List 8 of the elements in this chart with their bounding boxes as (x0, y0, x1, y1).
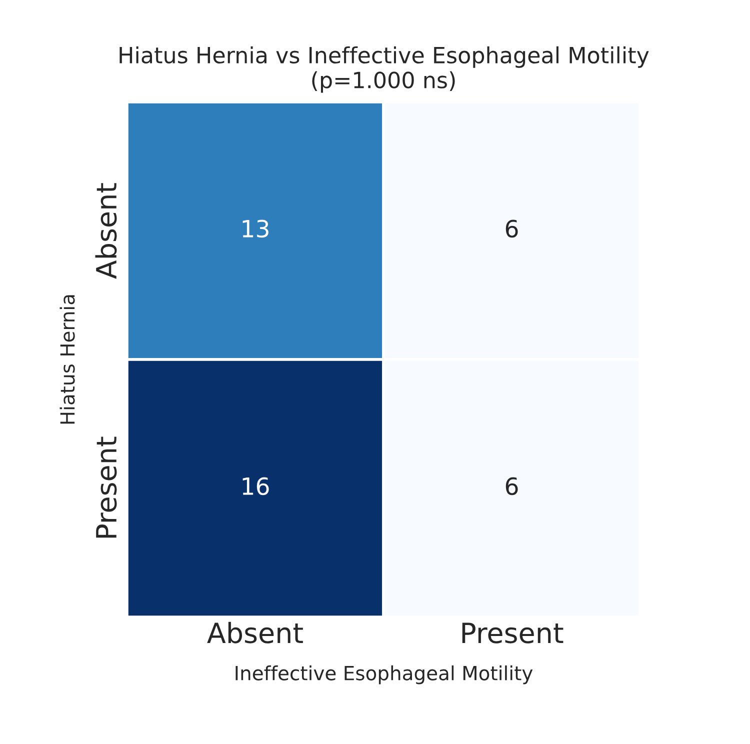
chart-subtitle: (p=1.000 ns) (312, 71, 455, 93)
data-label: 6 (506, 477, 518, 496)
y-axis-title: Hiatus Hernia (60, 295, 75, 424)
data-label: 16 (242, 477, 269, 496)
x-axis-title: Ineffective Esophageal Motility (236, 665, 533, 684)
data-label: 13 (242, 220, 268, 238)
chart-title: Hiatus Hernia vs Ineffective Esophageal Motility (120, 46, 649, 68)
data-label: 6 (506, 220, 518, 238)
